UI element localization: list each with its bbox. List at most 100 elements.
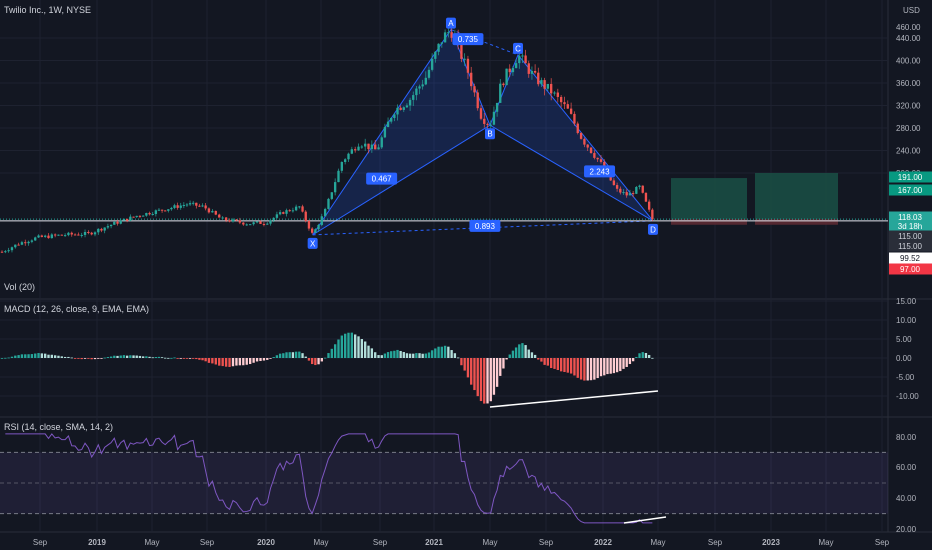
candle-body bbox=[228, 220, 231, 222]
candle-body bbox=[47, 235, 50, 239]
macd-histogram-bar bbox=[625, 358, 628, 367]
macd-histogram-bar bbox=[100, 358, 103, 359]
macd-histogram-bar bbox=[399, 350, 402, 358]
candle-body bbox=[204, 205, 207, 209]
macd-histogram-bar bbox=[154, 356, 158, 358]
candle-body bbox=[109, 224, 113, 227]
x-tick-label: Sep bbox=[373, 538, 388, 547]
candle-body bbox=[100, 228, 103, 231]
macd-histogram-bar bbox=[408, 353, 412, 358]
candle-body bbox=[386, 121, 390, 128]
macd-histogram-bar bbox=[635, 356, 638, 358]
macd-histogram-bar bbox=[340, 335, 343, 358]
candle-body bbox=[364, 143, 367, 147]
candle-body bbox=[357, 146, 360, 151]
macd-histogram-bar bbox=[182, 358, 186, 359]
macd-histogram-bar bbox=[30, 354, 34, 358]
rsi-y-tick: 60.00 bbox=[896, 463, 917, 472]
candle-body bbox=[67, 232, 70, 236]
macd-histogram-bar bbox=[278, 353, 282, 358]
candle-body bbox=[447, 32, 450, 34]
candle-body bbox=[320, 216, 323, 225]
macd-histogram-bar bbox=[57, 355, 60, 358]
macd-histogram-bar bbox=[307, 358, 311, 361]
macd-histogram-bar bbox=[347, 332, 350, 358]
candle-body bbox=[141, 215, 145, 217]
macd-histogram-bar bbox=[377, 355, 380, 358]
macd-histogram-bar bbox=[252, 358, 255, 363]
candle-body bbox=[330, 192, 333, 199]
candle-body bbox=[430, 58, 434, 70]
macd-histogram-bar bbox=[563, 358, 566, 372]
macd-histogram-bar bbox=[27, 354, 30, 358]
macd-histogram-bar bbox=[393, 350, 396, 358]
candle-body bbox=[521, 55, 524, 57]
macd-histogram-bar bbox=[198, 358, 201, 360]
macd-histogram-bar bbox=[327, 353, 330, 358]
macd-histogram-bar bbox=[269, 358, 272, 359]
candle-body bbox=[615, 185, 619, 189]
candle-body bbox=[489, 124, 492, 126]
candle-body bbox=[563, 102, 566, 105]
candle-body bbox=[282, 212, 285, 214]
x-tick-label: May bbox=[313, 538, 328, 547]
macd-histogram-bar bbox=[638, 353, 641, 358]
candle-body bbox=[524, 55, 527, 64]
macd-histogram-bar bbox=[514, 347, 518, 358]
macd-histogram-bar bbox=[599, 358, 603, 377]
macd-histogram-bar bbox=[418, 353, 421, 358]
chart-title: Twilio Inc., 1W, NYSE bbox=[4, 5, 91, 15]
macd-histogram-bar bbox=[380, 355, 383, 358]
macd-histogram-bar bbox=[170, 357, 173, 359]
macd-histogram-bar bbox=[37, 353, 40, 358]
macd-histogram-bar bbox=[301, 353, 304, 358]
macd-y-tick: 15.00 bbox=[896, 297, 917, 306]
price-axis-tag bbox=[889, 184, 932, 196]
macd-histogram-bar bbox=[116, 355, 119, 358]
candle-body bbox=[164, 210, 167, 212]
candle-body bbox=[479, 108, 483, 119]
x-tick-label: 2019 bbox=[88, 538, 106, 547]
candle-body bbox=[24, 242, 27, 244]
candle-body bbox=[596, 157, 599, 160]
position-stop-box bbox=[671, 219, 747, 225]
candle-body bbox=[437, 43, 440, 52]
pattern-point-badge bbox=[307, 237, 318, 249]
candle-body bbox=[589, 147, 593, 154]
candle-body bbox=[242, 222, 245, 225]
macd-histogram-bar bbox=[556, 358, 559, 371]
candle-body bbox=[476, 92, 479, 109]
macd-histogram-bar bbox=[238, 358, 242, 366]
macd-histogram-bar bbox=[450, 350, 453, 358]
rsi-label: RSI (14, close, SMA, 14, 2) bbox=[4, 422, 113, 432]
candle-body bbox=[443, 32, 447, 43]
macd-histogram-bar bbox=[228, 358, 231, 367]
rsi-line bbox=[5, 433, 653, 524]
x-tick-label: May bbox=[650, 538, 665, 547]
candle-body bbox=[622, 192, 625, 194]
macd-histogram-bar bbox=[129, 355, 132, 358]
macd-histogram-bar bbox=[390, 351, 393, 358]
candle-body bbox=[641, 185, 644, 193]
macd-histogram-bar bbox=[333, 344, 337, 358]
pattern-point-label: B bbox=[487, 130, 492, 139]
macd-histogram-bar bbox=[553, 358, 556, 369]
macd-histogram-bar bbox=[631, 358, 635, 362]
candle-body bbox=[323, 208, 327, 217]
macd-histogram-bar bbox=[566, 358, 569, 373]
position-target-box bbox=[671, 178, 747, 220]
macd-histogram-bar bbox=[367, 345, 370, 358]
pattern-bcd-triangle bbox=[489, 53, 654, 222]
candle-body bbox=[450, 32, 453, 38]
macd-histogram-bar bbox=[508, 354, 511, 358]
candle-body bbox=[566, 104, 569, 109]
candle-body bbox=[188, 203, 192, 205]
macd-histogram-bar bbox=[573, 358, 576, 376]
macd-histogram-bar bbox=[135, 355, 138, 358]
price-axis-tag-label: 115.00 bbox=[898, 232, 922, 241]
macd-histogram-bar bbox=[145, 356, 148, 358]
macd-histogram-bar bbox=[596, 358, 599, 379]
candle-body bbox=[408, 99, 412, 106]
candle-body bbox=[502, 83, 505, 86]
